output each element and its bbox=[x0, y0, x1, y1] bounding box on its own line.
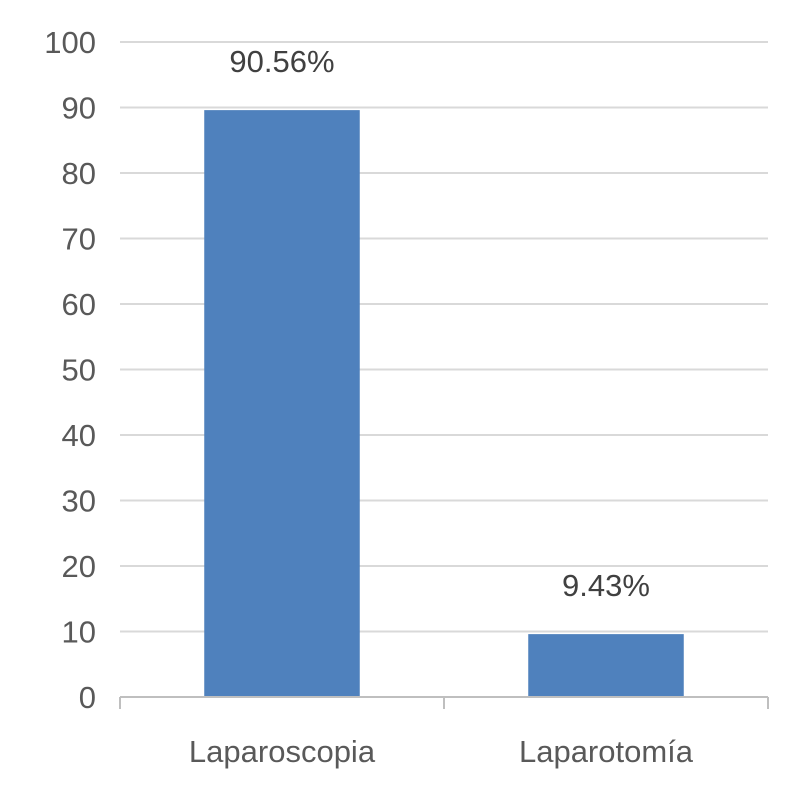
data-labels: 90.56% 9.43% bbox=[229, 44, 650, 603]
x-axis bbox=[119, 696, 769, 709]
y-tick-label: 20 bbox=[62, 549, 96, 584]
x-axis-category-labels: Laparoscopia Laparotomía bbox=[189, 734, 694, 769]
bar-data-label: 9.43% bbox=[562, 568, 650, 603]
x-category-label: Laparoscopia bbox=[189, 734, 376, 769]
y-axis-tick-labels: 0 10 20 30 40 50 60 70 80 90 100 bbox=[44, 25, 96, 715]
bar-2 bbox=[528, 634, 684, 697]
y-tick-label: 80 bbox=[62, 156, 96, 191]
y-tick-label: 0 bbox=[79, 680, 96, 715]
y-tick-label: 10 bbox=[62, 615, 96, 650]
y-tick-label: 60 bbox=[62, 287, 96, 322]
y-tick-label: 90 bbox=[62, 91, 96, 126]
bar-data-label: 90.56% bbox=[229, 44, 334, 79]
bar-1 bbox=[204, 110, 360, 698]
y-tick-label: 40 bbox=[62, 418, 96, 453]
bars bbox=[204, 110, 684, 698]
y-tick-label: 30 bbox=[62, 484, 96, 519]
y-tick-label: 50 bbox=[62, 353, 96, 388]
y-tick-label: 70 bbox=[62, 222, 96, 257]
y-tick-label: 100 bbox=[44, 25, 96, 60]
x-category-label: Laparotomía bbox=[519, 734, 694, 769]
